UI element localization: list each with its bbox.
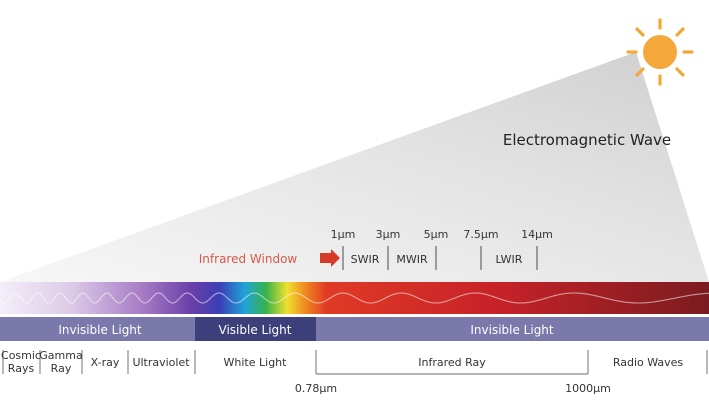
invisible-light-segment-left xyxy=(0,317,195,341)
visible-light-label: Visible Light xyxy=(219,323,292,337)
wavelength-14um: 14µm xyxy=(521,228,553,241)
category-cosmic-rays-line2: Rays xyxy=(8,362,35,375)
wave-line xyxy=(0,292,709,304)
category-gamma-ray-line2: Ray xyxy=(51,362,72,375)
category-dividers xyxy=(2,350,708,375)
category-ultraviolet: Ultraviolet xyxy=(132,356,190,369)
spectrum-strip xyxy=(0,282,709,314)
right-arrow-icon xyxy=(320,249,340,267)
spectrum-category-labels: Cosmic Rays Gamma Ray X-ray Ultraviolet … xyxy=(1,349,683,375)
boundary-1000um: 1000µm xyxy=(565,382,611,395)
invisible-light-label-right: Invisible Light xyxy=(470,323,554,337)
radiation-cone xyxy=(0,52,709,282)
band-labels: SWIR MWIR LWIR xyxy=(351,253,523,266)
category-x-ray: X-ray xyxy=(91,356,120,369)
boundary-0-78um: 0.78µm xyxy=(295,382,337,395)
wavelength-5um: 5µm xyxy=(424,228,449,241)
invisible-light-label-left: Invisible Light xyxy=(58,323,142,337)
wavelength-3um: 3µm xyxy=(376,228,401,241)
band-dividers xyxy=(342,246,538,270)
wavelength-7-5um: 7.5µm xyxy=(463,228,498,241)
visible-light-segment xyxy=(195,317,316,341)
category-gamma-ray-line1: Gamma xyxy=(39,349,82,362)
band-mwir: MWIR xyxy=(396,253,428,266)
wavelength-marks: 1µm 3µm 5µm 7.5µm 14µm xyxy=(331,228,553,241)
infrared-window-label: Infrared Window xyxy=(199,252,298,266)
category-radio-waves: Radio Waves xyxy=(613,356,684,369)
band-swir: SWIR xyxy=(351,253,380,266)
category-white-light: White Light xyxy=(224,356,288,369)
sun-icon xyxy=(626,18,694,86)
diagram-title: Electromagnetic Wave xyxy=(503,131,671,149)
category-infrared-ray: Infrared Ray xyxy=(418,356,486,369)
invisible-light-segment-right xyxy=(316,317,709,341)
category-cosmic-rays-line1: Cosmic xyxy=(1,349,41,362)
band-lwir: LWIR xyxy=(496,253,523,266)
wavelength-1um: 1µm xyxy=(331,228,356,241)
